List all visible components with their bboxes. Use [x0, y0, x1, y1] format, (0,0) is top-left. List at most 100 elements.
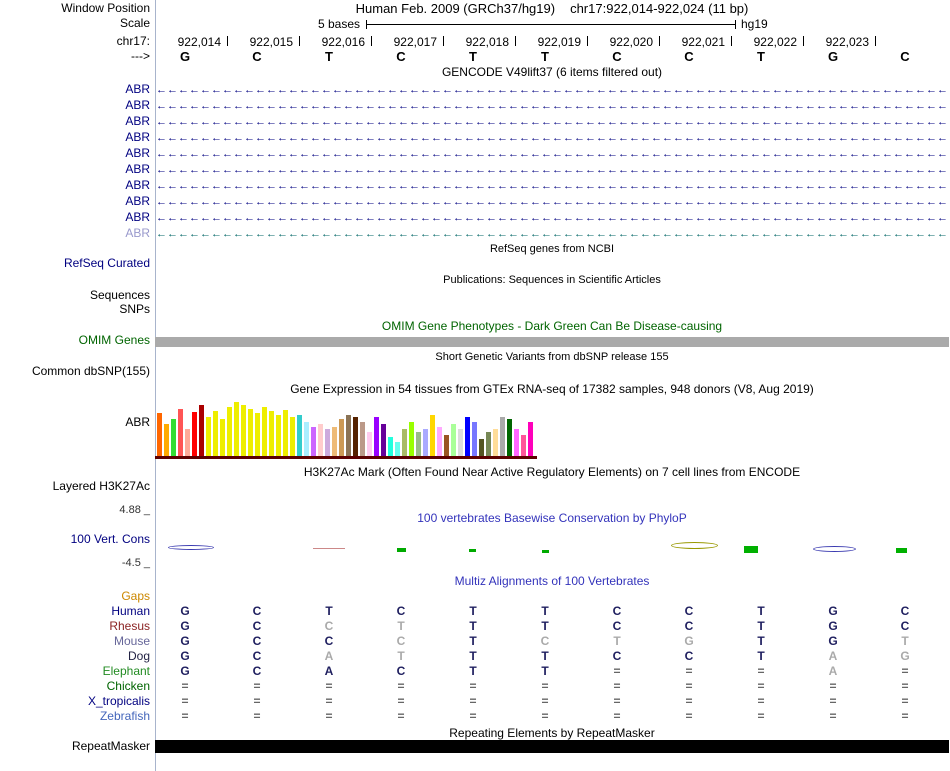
scale-bar	[366, 24, 736, 25]
species-label-x_tropicalis[interactable]: X_tropicalis	[87, 694, 150, 708]
gencode-transcript-arrows[interactable]: ←←←←←←←←←←←←←←←←←←←←←←←←←←←←←←←←←←←←←←←←…	[156, 84, 949, 96]
gencode-gene-label[interactable]: ABR	[125, 82, 150, 96]
scale-value: 5 bases	[317, 17, 360, 31]
gencode-transcript-arrows[interactable]: ←←←←←←←←←←←←←←←←←←←←←←←←←←←←←←←←←←←←←←←←…	[156, 100, 949, 112]
species-label-chicken[interactable]: Chicken	[106, 679, 150, 693]
gencode-gene-label[interactable]: ABR	[125, 130, 150, 144]
gencode-gene-label[interactable]: ABR	[125, 146, 150, 160]
species-label-dog[interactable]: Dog	[127, 649, 150, 663]
gencode-transcript-arrows[interactable]: ←←←←←←←←←←←←←←←←←←←←←←←←←←←←←←←←←←←←←←←←…	[156, 180, 949, 192]
publications-snps-label[interactable]: SNPs	[119, 302, 150, 316]
strand-arrow-label[interactable]: --->	[131, 49, 150, 63]
gencode-gene-label[interactable]: ABR	[125, 98, 150, 112]
refseq-curated-label[interactable]: RefSeq Curated	[63, 256, 150, 270]
gtex-tissue-bar	[276, 415, 281, 457]
position-tick-label: 922,017	[393, 35, 437, 49]
alignment-base: =	[541, 709, 549, 723]
species-label-human[interactable]: Human	[111, 604, 150, 618]
gencode-gene-label[interactable]: ABR	[125, 226, 150, 240]
alignment-base: =	[181, 679, 189, 693]
gtex-gene-label[interactable]: ABR	[125, 415, 150, 429]
gtex-tissue-bar	[311, 427, 316, 457]
alignment-base: A	[828, 649, 838, 663]
alignment-base: T	[757, 634, 765, 648]
position-title: chr17:922,014-922,024 (11 bp)	[570, 1, 749, 16]
repeatmasker-label[interactable]: RepeatMasker	[71, 739, 150, 753]
dbsnp-track-header: Short Genetic Variants from dbSNP releas…	[435, 351, 669, 363]
reference-base: C	[612, 49, 622, 64]
gtex-tissue-bar	[367, 432, 372, 457]
alignment-base: T	[469, 604, 477, 618]
alignment-base: =	[685, 664, 693, 678]
gtex-tissue-bar	[241, 405, 246, 457]
alignment-base: =	[613, 694, 621, 708]
gencode-transcript-arrows[interactable]: ←←←←←←←←←←←←←←←←←←←←←←←←←←←←←←←←←←←←←←←←…	[156, 228, 949, 240]
multiz-gaps-label[interactable]: Gaps	[121, 589, 150, 603]
gtex-tissue-bar	[479, 439, 484, 457]
publications-sequences-label[interactable]: Sequences	[89, 288, 150, 302]
species-label-mouse[interactable]: Mouse	[113, 634, 150, 648]
dbsnp-common-label[interactable]: Common dbSNP(155)	[31, 364, 150, 378]
alignment-base: =	[685, 709, 693, 723]
species-label-elephant[interactable]: Elephant	[102, 664, 150, 678]
reference-base: C	[684, 49, 694, 64]
gtex-bar-chart[interactable]	[157, 399, 535, 457]
gencode-transcript-arrows[interactable]: ←←←←←←←←←←←←←←←←←←←←←←←←←←←←←←←←←←←←←←←←…	[156, 164, 949, 176]
conservation-label[interactable]: 100 Vert. Cons	[70, 532, 150, 546]
gtex-baseline	[155, 456, 537, 459]
omim-genes-label[interactable]: OMIM Genes	[78, 333, 150, 347]
alignment-base: =	[829, 679, 837, 693]
gencode-gene-label[interactable]: ABR	[125, 210, 150, 224]
species-label-rhesus[interactable]: Rhesus	[109, 619, 150, 633]
gencode-gene-label[interactable]: ABR	[125, 194, 150, 208]
conservation-min-value: -4.5 _	[121, 557, 150, 569]
gtex-tissue-bar	[528, 422, 533, 457]
position-tick	[731, 36, 732, 46]
gtex-tissue-bar	[269, 411, 274, 457]
alignment-base: C	[396, 634, 406, 648]
repeatmasker-bar[interactable]	[155, 740, 949, 753]
conservation-mark	[397, 548, 406, 552]
gtex-tissue-bar	[171, 419, 176, 457]
alignment-base: T	[541, 664, 549, 678]
alignment-base: =	[253, 694, 261, 708]
scale-bar-right-tick	[735, 20, 736, 29]
gencode-transcript-arrows[interactable]: ←←←←←←←←←←←←←←←←←←←←←←←←←←←←←←←←←←←←←←←←…	[156, 212, 949, 224]
gtex-tissue-bar	[220, 419, 225, 457]
window-left-guideline	[155, 0, 156, 771]
position-tick	[227, 36, 228, 46]
gencode-transcript-arrows[interactable]: ←←←←←←←←←←←←←←←←←←←←←←←←←←←←←←←←←←←←←←←←…	[156, 148, 949, 160]
alignment-base: G	[828, 604, 838, 618]
alignment-base: A	[828, 664, 838, 678]
gtex-tissue-bar	[227, 407, 232, 457]
species-label-zebrafish[interactable]: Zebrafish	[99, 709, 150, 723]
gtex-tissue-bar	[521, 435, 526, 457]
alignment-base: C	[540, 634, 550, 648]
gencode-gene-label[interactable]: ABR	[125, 114, 150, 128]
gtex-tissue-bar	[395, 442, 400, 457]
gencode-transcript-arrows[interactable]: ←←←←←←←←←←←←←←←←←←←←←←←←←←←←←←←←←←←←←←←←…	[156, 132, 949, 144]
reference-base: G	[179, 49, 191, 64]
position-tick-label: 922,021	[681, 35, 725, 49]
gencode-gene-label[interactable]: ABR	[125, 162, 150, 176]
alignment-base: T	[541, 649, 549, 663]
gtex-tissue-bar	[318, 424, 323, 457]
gtex-tissue-bar	[178, 409, 183, 457]
h3k27ac-label[interactable]: Layered H3K27Ac	[52, 479, 150, 493]
omim-gene-bar[interactable]	[155, 337, 949, 347]
gencode-gene-label[interactable]: ABR	[125, 178, 150, 192]
gtex-tissue-bar	[514, 429, 519, 457]
alignment-base: =	[757, 664, 765, 678]
gencode-transcript-arrows[interactable]: ←←←←←←←←←←←←←←←←←←←←←←←←←←←←←←←←←←←←←←←←…	[156, 196, 949, 208]
alignment-base: =	[685, 679, 693, 693]
scale-label: Scale	[119, 16, 150, 30]
gtex-tissue-bar	[157, 413, 162, 457]
position-tick	[659, 36, 660, 46]
gencode-transcript-arrows[interactable]: ←←←←←←←←←←←←←←←←←←←←←←←←←←←←←←←←←←←←←←←←…	[156, 116, 949, 128]
alignment-base: =	[757, 679, 765, 693]
alignment-base: T	[325, 604, 333, 618]
alignment-base: =	[757, 709, 765, 723]
position-tick-label: 922,018	[465, 35, 509, 49]
gtex-tissue-bar	[283, 410, 288, 457]
gtex-tissue-bar	[458, 429, 463, 457]
